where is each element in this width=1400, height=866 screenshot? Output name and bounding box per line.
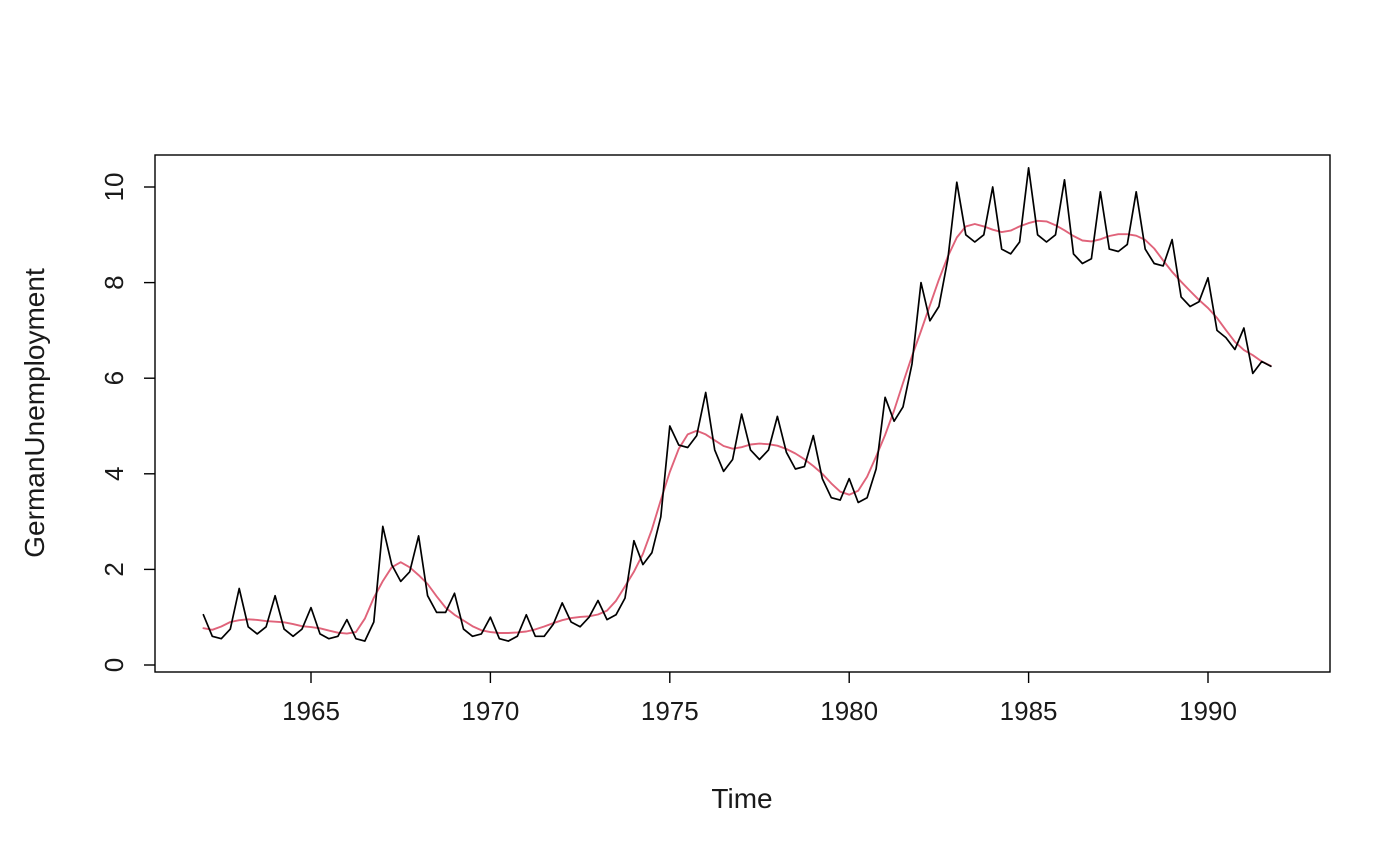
x-tick-label: 1985: [1000, 696, 1058, 726]
y-tick-label: 2: [99, 562, 129, 576]
x-tick-label: 1975: [641, 696, 699, 726]
y-tick-label: 6: [99, 371, 129, 385]
x-tick-label: 1965: [282, 696, 340, 726]
x-tick-label: 1990: [1179, 696, 1237, 726]
trend-line: [202, 219, 1272, 635]
x-axis-label: Time: [711, 783, 772, 814]
y-axis-ticks: 0 2 4 6 8 10: [99, 173, 155, 672]
y-tick-label: 4: [99, 467, 129, 481]
y-tick-label: 10: [99, 173, 129, 202]
y-axis-label: GermanUnemployment: [19, 268, 50, 558]
x-tick-label: 1970: [461, 696, 519, 726]
y-tick-label: 0: [99, 658, 129, 672]
series-lines: [202, 167, 1272, 642]
x-axis-ticks: 1965 1970 1975 1980 1985 1990: [282, 672, 1237, 726]
y-tick-label: 8: [99, 275, 129, 289]
x-tick-label: 1980: [820, 696, 878, 726]
plot-border: [154, 154, 1331, 673]
unemployment-line: [202, 167, 1272, 642]
